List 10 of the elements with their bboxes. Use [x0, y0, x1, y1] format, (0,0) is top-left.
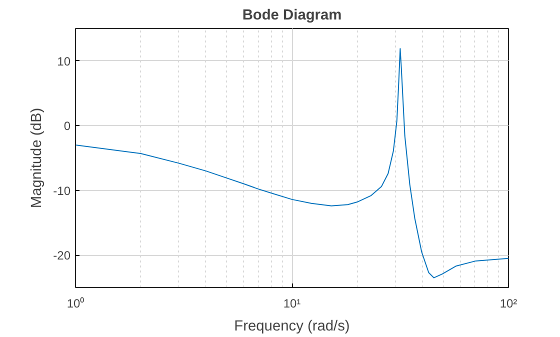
y-tick-label: 0: [64, 119, 71, 134]
x-tick-label: 10¹: [283, 296, 301, 310]
x-tick-label: 10⁰: [66, 296, 84, 310]
y-axis-title: Magnitude (dB): [29, 108, 46, 208]
x-tick-label: 10²: [500, 296, 518, 310]
chart-title: Bode Diagram: [242, 8, 342, 24]
x-axis-title: Frequency (rad/s): [234, 318, 350, 334]
y-tick-label: -20: [53, 248, 71, 263]
y-tick-label: 10: [57, 54, 71, 68]
y-tick-label: -10: [53, 184, 71, 198]
